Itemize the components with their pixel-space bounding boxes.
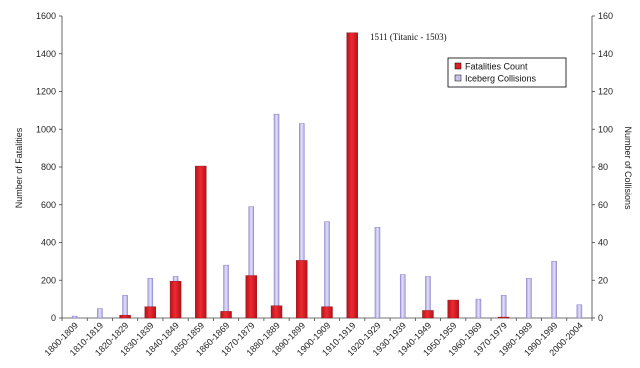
left-tick-label: 1600: [36, 11, 56, 21]
collision-bar: [576, 304, 583, 319]
collision-bar: [122, 295, 128, 319]
left-tick-label: 400: [41, 238, 56, 248]
legend-label-collisions: Iceberg Collisions: [465, 74, 537, 84]
right-tick-label: 100: [598, 124, 613, 134]
fatality-bar: [144, 306, 157, 319]
left-tick-label: 200: [41, 275, 56, 285]
left-tick-label: 1400: [36, 49, 56, 59]
left-tick-label: 0: [51, 313, 56, 323]
fatality-bars: [119, 32, 510, 319]
collision-bar: [273, 113, 280, 319]
left-tick-label: 600: [41, 200, 56, 210]
fatality-bar: [321, 306, 333, 319]
collision-bar: [374, 227, 381, 319]
right-tick-label: 120: [598, 87, 613, 97]
right-tick-label: 80: [598, 162, 608, 172]
collision-bar: [223, 264, 229, 319]
iceberg-collision-bars: [71, 113, 583, 319]
legend-swatch-fatalities: [454, 62, 462, 70]
collision-bar: [551, 261, 557, 319]
x-axis: 1800-18091810-18191820-18291830-18391840…: [43, 318, 593, 358]
fatality-bar: [422, 310, 434, 319]
fatality-bar: [119, 314, 131, 319]
right-tick-label: 40: [598, 238, 608, 248]
left-axis-title: Number of Fatalities: [14, 127, 24, 208]
fatality-bar: [245, 275, 257, 319]
left-tick-label: 800: [41, 162, 56, 172]
right-tick-label: 140: [598, 49, 613, 59]
collision-bar: [500, 295, 507, 319]
right-axis: 0 20 40 60 80 100 120 140 160: [592, 11, 613, 323]
fatality-bar: [346, 32, 358, 319]
fatality-bar: [447, 299, 459, 319]
collision-bar: [324, 221, 330, 319]
collision-bar: [97, 308, 103, 319]
left-tick-label: 1000: [36, 124, 56, 134]
legend-swatch-collisions: [454, 74, 462, 82]
right-axis-title: Number of Collisions: [623, 126, 633, 210]
titanic-annotation: 1511 (Titanic - 1503): [370, 32, 447, 42]
fatality-bar: [169, 280, 182, 319]
legend: Fatalities Count Iceberg Collisions: [447, 57, 567, 88]
right-tick-label: 160: [598, 11, 613, 21]
fatality-bar: [497, 316, 510, 319]
left-axis: 0 200 400 600 800 1000 1200 1400 1600: [36, 11, 62, 323]
fatality-bar: [296, 260, 308, 319]
collision-bar: [399, 274, 406, 319]
fatality-bar: [220, 311, 232, 319]
legend-box: [447, 57, 567, 88]
collision-bar: [71, 315, 78, 319]
legend-label-fatalities: Fatalities Count: [465, 62, 528, 72]
right-tick-label: 20: [598, 275, 608, 285]
collision-bar: [475, 298, 482, 319]
fatality-bar: [270, 305, 283, 319]
fatality-bar: [195, 165, 207, 319]
left-tick-label: 1200: [36, 87, 56, 97]
collision-bar: [526, 278, 532, 319]
right-tick-label: 0: [598, 313, 603, 323]
right-tick-label: 60: [598, 200, 608, 210]
